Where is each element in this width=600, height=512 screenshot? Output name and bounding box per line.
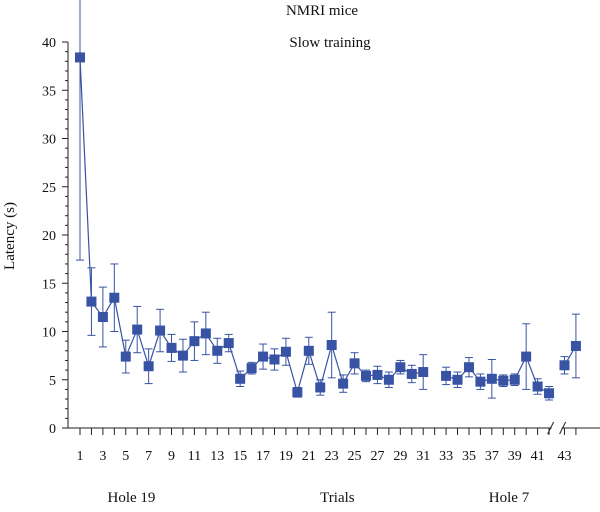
x-tick-label: 33: [439, 449, 453, 464]
data-point: [395, 362, 406, 373]
data-point: [235, 373, 246, 384]
x-tick-label: 29: [393, 449, 407, 464]
data-point: [200, 328, 211, 339]
data-point: [109, 292, 120, 303]
x-group-label: Hole 7: [489, 490, 530, 506]
axis-break-mark: [559, 421, 567, 435]
series-layer: [75, 0, 581, 401]
y-tick-label: 25: [42, 181, 56, 196]
x-tick-label: 3: [99, 449, 106, 464]
data-point: [463, 362, 474, 373]
data-point: [166, 342, 177, 353]
data-point: [509, 374, 520, 385]
data-point: [86, 296, 97, 307]
data-point: [269, 354, 280, 365]
x-tick-label: 13: [210, 449, 224, 464]
x-tick-label: 9: [168, 449, 175, 464]
x-tick-label: 25: [348, 449, 362, 464]
x-tick-label: 5: [122, 449, 129, 464]
data-point: [258, 351, 269, 362]
data-point: [441, 370, 452, 381]
x-tick-label: 21: [302, 449, 316, 464]
data-point: [338, 378, 349, 389]
x-group-label: Trials: [320, 490, 355, 506]
data-point: [521, 351, 532, 362]
chart-title: NMRI mice: [286, 3, 358, 19]
x-tick-label: 41: [531, 449, 545, 464]
x-tick-label: 11: [188, 449, 201, 464]
data-point: [452, 374, 463, 385]
data-point: [544, 388, 555, 399]
data-point: [280, 346, 291, 357]
data-point: [189, 336, 200, 347]
x-tick-label: 27: [370, 449, 384, 464]
data-point: [361, 370, 371, 381]
data-point: [406, 368, 417, 379]
x-tick-label: 39: [508, 449, 522, 464]
data-point: [498, 375, 509, 386]
y-tick-label: 10: [42, 326, 56, 341]
data-point: [303, 345, 314, 356]
data-point: [155, 325, 166, 336]
data-point: [570, 340, 581, 351]
data-point: [75, 52, 85, 63]
x-tick-label: 19: [279, 449, 293, 464]
data-point: [349, 358, 360, 369]
data-point: [97, 312, 108, 323]
y-tick-label: 40: [42, 36, 56, 51]
x-tick-label: 23: [325, 449, 339, 464]
data-point: [418, 367, 429, 378]
data-point: [143, 361, 154, 372]
data-point: [326, 340, 337, 351]
y-axis-label: Latency (s): [2, 202, 18, 270]
data-point: [486, 373, 497, 384]
data-point: [246, 363, 257, 374]
data-point: [383, 374, 394, 385]
data-point: [532, 381, 543, 392]
data-point: [292, 387, 303, 398]
y-tick-label: 30: [42, 133, 56, 148]
y-tick-label: 0: [49, 422, 56, 437]
data-point: [315, 382, 326, 393]
y-tick-label: 5: [49, 374, 56, 389]
x-tick-label: 31: [416, 449, 430, 464]
axes: [62, 41, 600, 435]
x-tick-label: 7: [145, 449, 152, 464]
x-group-label: Hole 19: [108, 490, 156, 506]
y-tick-label: 20: [42, 229, 56, 244]
data-point: [212, 345, 223, 356]
x-tick-label: 1: [77, 449, 84, 464]
y-tick-label: 15: [42, 277, 56, 292]
x-tick-label: 43: [557, 449, 571, 464]
chart-subtitle: Slow training: [289, 35, 371, 51]
series-line: [79, 57, 424, 395]
data-point: [372, 369, 383, 380]
x-tick-label: 37: [485, 449, 499, 464]
data-point: [120, 351, 131, 362]
y-tick-label: 35: [42, 84, 56, 99]
data-point: [559, 360, 570, 371]
x-tick-label: 15: [233, 449, 247, 464]
x-tick-label: 17: [256, 449, 270, 464]
series-line: [445, 355, 550, 394]
data-point: [132, 324, 143, 335]
x-tick-label: 35: [462, 449, 476, 464]
data-point: [223, 338, 234, 349]
data-point: [177, 350, 188, 361]
data-point: [475, 376, 486, 387]
